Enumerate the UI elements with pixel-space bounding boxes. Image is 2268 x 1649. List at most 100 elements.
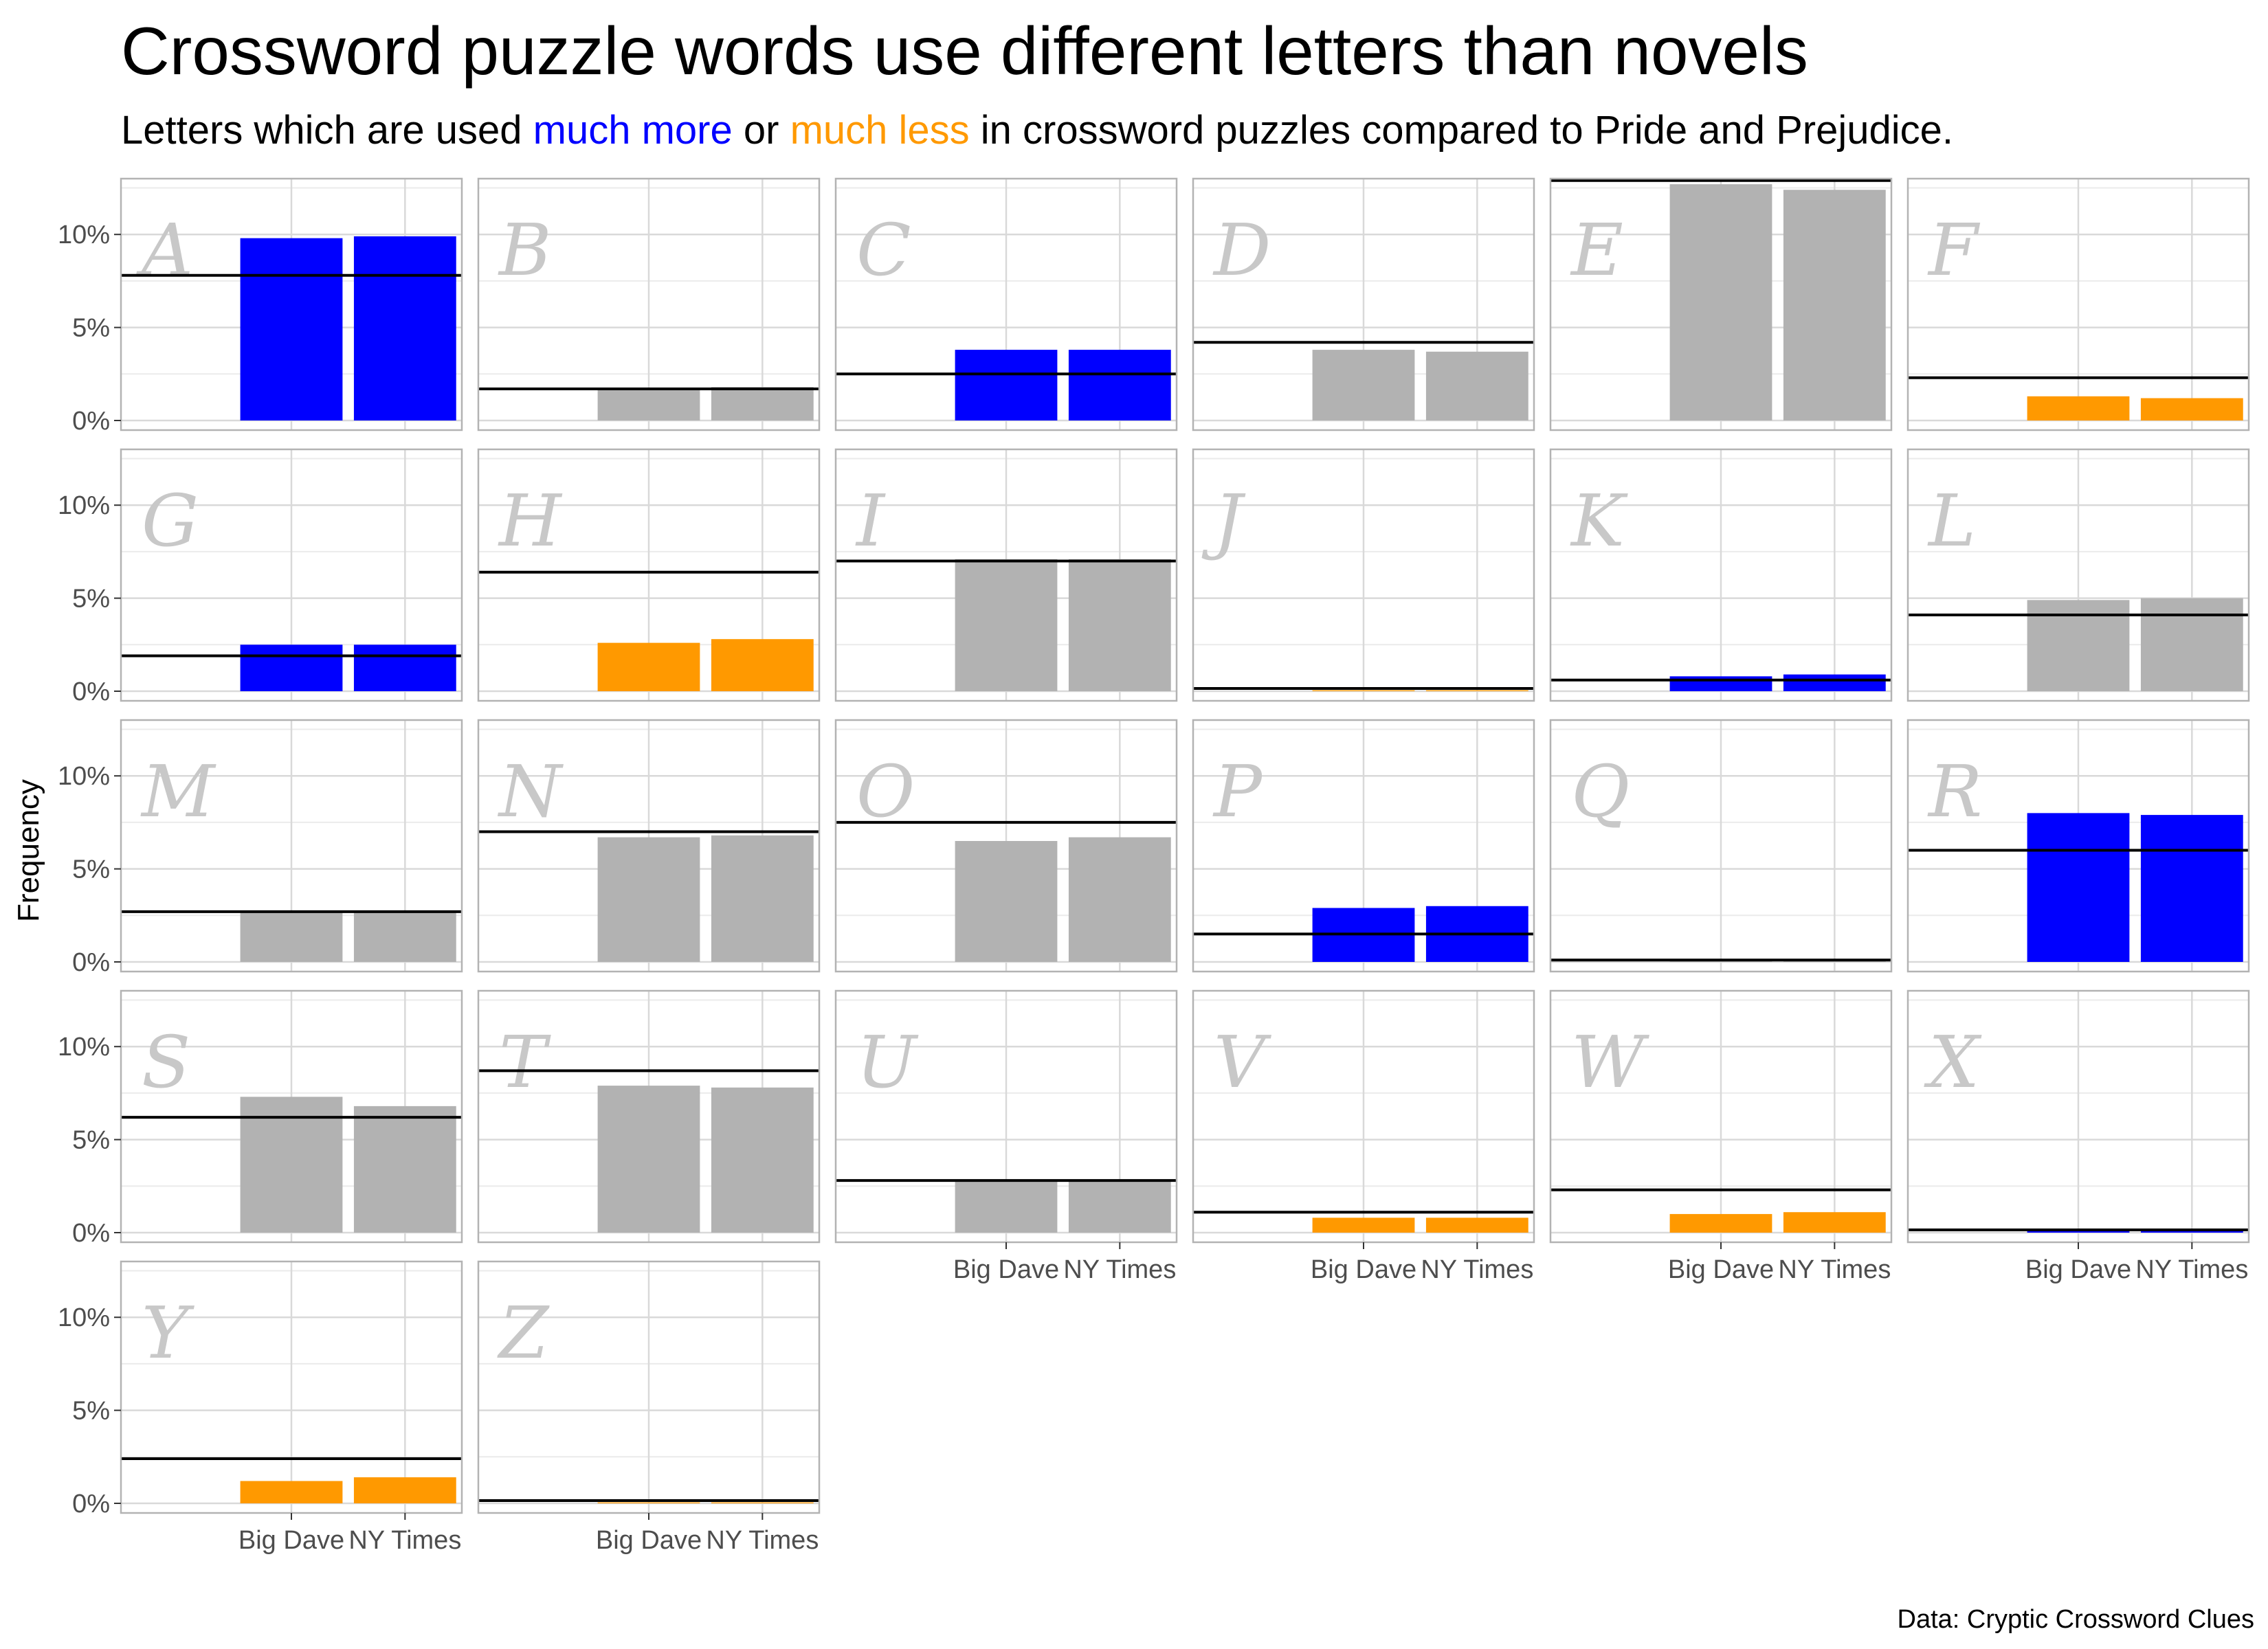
x-tick-label: NY Times: [2135, 1255, 2248, 1284]
bar-w-1: [1669, 1213, 1772, 1233]
x-tick-label: NY Times: [1778, 1255, 1891, 1284]
bar-u-2: [1068, 1180, 1171, 1233]
facet-letter-label: R: [1927, 750, 1982, 833]
page-title: Crossword puzzle words use different let…: [121, 13, 1808, 89]
subtitle-suffix: in crossword puzzles compared to Pride a…: [969, 108, 1954, 153]
bar-y-1: [240, 1481, 343, 1503]
bar-h-2: [711, 639, 814, 691]
bar-b-2: [711, 387, 814, 420]
facet-letter-label: M: [140, 750, 216, 833]
y-tick-label: 10%: [58, 762, 110, 791]
y-tick-label: 5%: [72, 585, 110, 614]
subtitle-middle: or: [732, 108, 790, 153]
facet-letter-label: Q: [1571, 750, 1630, 833]
facet-panel-h: H: [477, 448, 821, 702]
bar-b-1: [597, 388, 700, 420]
facet-panel-p: P: [1192, 719, 1535, 973]
panel-border: [1906, 448, 2250, 702]
panel-border: [477, 177, 821, 431]
panel-border: [1906, 719, 2250, 973]
panel-border: [1192, 448, 1535, 702]
y-tick-label: 5%: [72, 855, 110, 884]
facet-letter-label: K: [1570, 479, 1628, 563]
facet-panel-y: Y 0% 5% 10% Big Dave NY Times: [58, 1260, 463, 1555]
facet-letter-label: E: [1570, 208, 1623, 292]
bar-v-1: [1312, 1218, 1415, 1233]
bar-i-2: [1068, 559, 1171, 691]
facet-panel-a: A 0% 5% 10%: [58, 177, 463, 436]
facet-letter-label: T: [499, 1020, 551, 1104]
facet-letter-label: I: [855, 479, 886, 563]
bar-g-2: [353, 644, 456, 691]
panel-border: [477, 448, 821, 702]
panel-border: [1192, 719, 1535, 973]
facet-letter-label: S: [142, 1020, 190, 1104]
panel-border: [1549, 177, 1893, 431]
facet-letter-label: L: [1927, 479, 1976, 563]
facet-panel-q: Q: [1549, 719, 1893, 973]
facet-letter-label: O: [856, 750, 915, 833]
panel-border: [834, 719, 1178, 973]
panel-border: [1549, 719, 1893, 973]
bar-v-2: [1425, 1218, 1528, 1233]
bar-u-1: [955, 1180, 1058, 1233]
bar-d-2: [1425, 351, 1528, 420]
bar-t-1: [597, 1086, 700, 1233]
facet-panel-g: G 0% 5% 10%: [58, 448, 463, 706]
panel-border: [120, 177, 463, 431]
bar-l-2: [2140, 598, 2243, 691]
facet-panel-w: W Big Dave NY Times: [1549, 989, 1893, 1284]
y-tick-label: 10%: [58, 1033, 110, 1062]
facet-letter-label: N: [497, 750, 564, 833]
facet-letter-label: V: [1214, 1020, 1271, 1104]
bar-w-2: [1783, 1212, 1886, 1233]
y-tick-label: 0%: [72, 1490, 110, 1518]
y-tick-label: 0%: [72, 1219, 110, 1248]
x-tick-label: NY Times: [706, 1526, 819, 1555]
facet-letter-label: P: [1212, 750, 1263, 833]
facet-panel-b: B: [477, 177, 821, 431]
bar-x-1: [2027, 1229, 2130, 1233]
bar-n-1: [597, 837, 700, 962]
facet-panel-t: T: [477, 989, 821, 1244]
bar-m-2: [353, 911, 456, 962]
facet-panel-i: I: [834, 448, 1178, 702]
bar-c-1: [955, 350, 1058, 420]
bar-a-2: [353, 236, 456, 420]
bar-t-2: [711, 1087, 814, 1233]
x-tick-label: Big Dave: [596, 1526, 702, 1555]
x-tick-label: Big Dave: [238, 1526, 344, 1555]
facet-panel-r: R: [1906, 719, 2250, 973]
facet-panel-j: J: [1192, 448, 1535, 702]
facet-letter-label: J: [1201, 479, 1246, 563]
panel-border: [834, 448, 1178, 702]
panel-border: [477, 989, 821, 1244]
facet-panel-x: X Big Dave NY Times: [1906, 989, 2250, 1284]
bar-a-1: [240, 238, 343, 420]
facet-letter-label: A: [136, 208, 193, 292]
bar-y-2: [353, 1477, 456, 1503]
bar-e-2: [1783, 190, 1886, 420]
facet-letter-label: C: [856, 208, 911, 292]
y-tick-label: 5%: [72, 1126, 110, 1155]
facet-panel-m: M 0% 5% 10%: [58, 719, 463, 977]
bar-f-1: [2027, 396, 2130, 420]
bar-n-2: [711, 835, 814, 962]
subtitle-more-label: much more: [533, 108, 733, 153]
bar-h-1: [597, 642, 700, 691]
data-source-caption: Data: Cryptic Crossword Clues: [1897, 1605, 2254, 1634]
facet-letter-label: W: [1571, 1020, 1649, 1104]
facet-letter-label: U: [856, 1020, 919, 1104]
bar-c-2: [1068, 350, 1171, 420]
facet-panel-f: F: [1906, 177, 2250, 431]
facet-panel-s: S 0% 5% 10%: [58, 989, 463, 1248]
facet-letter-label: H: [498, 479, 563, 563]
bar-s-2: [353, 1106, 456, 1233]
subtitle-prefix: Letters which are used: [121, 108, 533, 153]
facet-letter-label: F: [1927, 208, 1981, 292]
x-tick-label: NY Times: [1063, 1255, 1176, 1284]
facet-panel-u: U Big Dave NY Times: [834, 989, 1178, 1284]
panel-border: [477, 719, 821, 973]
facet-panel-c: C: [834, 177, 1178, 431]
bar-e-1: [1669, 184, 1772, 420]
